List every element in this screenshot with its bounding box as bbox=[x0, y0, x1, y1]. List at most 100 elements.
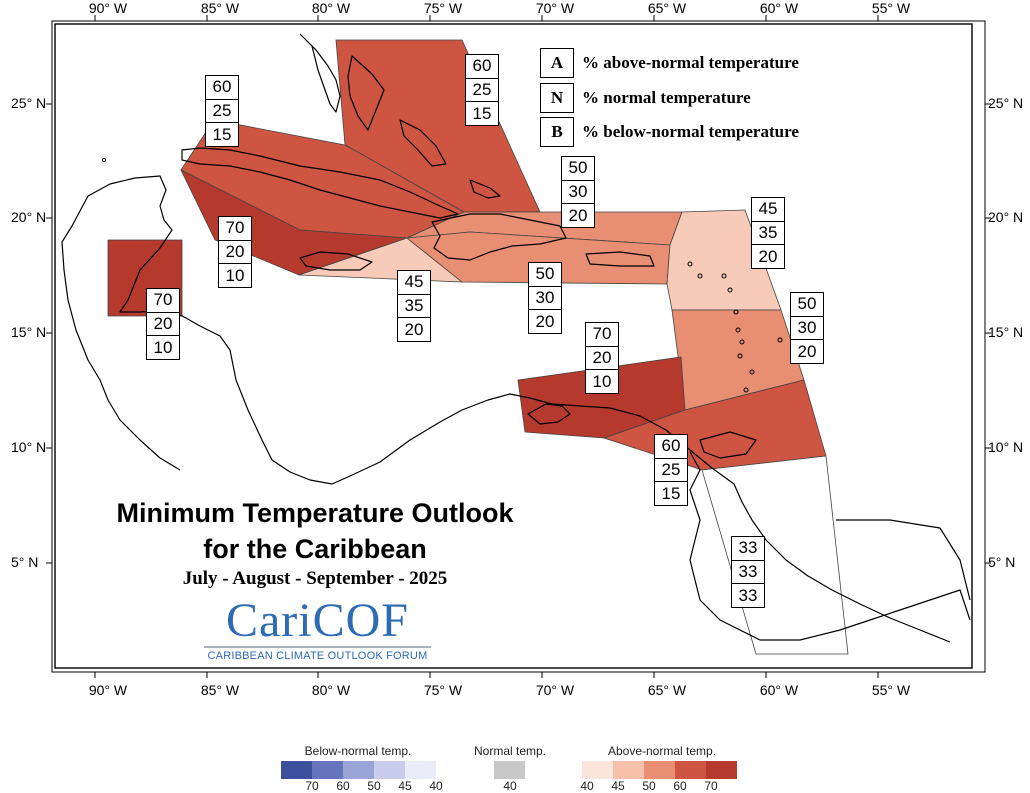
key-text: % above-normal temperature bbox=[582, 53, 799, 72]
lon-label-bottom: 60° W bbox=[759, 682, 799, 698]
prob-below: 15 bbox=[655, 481, 687, 505]
prob-box-jamaica: 45 35 20 bbox=[397, 270, 431, 342]
prob-box-leeward: 45 35 20 bbox=[751, 197, 785, 269]
logo-forum: CARIBBEAN CLIMATE OUTLOOK FORUM bbox=[207, 650, 428, 662]
prob-box-hispaniola-south: 50 30 20 bbox=[528, 262, 562, 334]
legend-above-45 bbox=[613, 761, 644, 779]
prob-below: 20 bbox=[529, 309, 561, 333]
prob-box-belize: 70 20 10 bbox=[146, 288, 180, 360]
prob-box-trinidad: 60 25 15 bbox=[654, 434, 688, 506]
prob-normal: 25 bbox=[466, 77, 498, 102]
legend-below-40 bbox=[405, 761, 436, 779]
legend-tick: 45 bbox=[611, 779, 625, 793]
prob-below: 20 bbox=[791, 339, 823, 363]
prob-box-guianas: 33 33 33 bbox=[731, 536, 765, 608]
map-title: Minimum Temperature Outlook bbox=[116, 498, 514, 528]
island-markers bbox=[102, 158, 783, 393]
prob-normal: 33 bbox=[732, 559, 764, 584]
lon-label-bottom: 80° W bbox=[311, 682, 351, 698]
prob-normal: 20 bbox=[219, 239, 251, 264]
prob-below: 10 bbox=[147, 335, 179, 359]
legend-tick: 50 bbox=[367, 779, 381, 793]
prob-below: 15 bbox=[466, 101, 498, 125]
prob-above: 70 bbox=[153, 290, 173, 310]
lat-label-right: 5° N bbox=[988, 554, 1016, 570]
logo-name: CariCOF bbox=[225, 594, 409, 647]
lon-label-bottom: 65° W bbox=[647, 682, 687, 698]
prob-below: 10 bbox=[219, 263, 251, 287]
lat-label-right: 15° N bbox=[988, 324, 1024, 340]
legend-below-45 bbox=[374, 761, 405, 779]
prob-normal: 20 bbox=[147, 311, 179, 336]
lat-label-left: 15° N bbox=[11, 324, 47, 340]
legend-above-40 bbox=[582, 761, 613, 779]
lat-label-right: 25° N bbox=[988, 95, 1024, 111]
prob-above: 50 bbox=[535, 264, 555, 284]
legend-tick: 70 bbox=[704, 779, 718, 793]
prob-above: 33 bbox=[738, 538, 758, 558]
prob-above: 60 bbox=[472, 56, 492, 76]
lon-label-top: 65° W bbox=[647, 0, 687, 16]
caricof-logo: CariCOF CARIBBEAN CLIMATE OUTLOOK FORUM bbox=[200, 596, 435, 662]
lon-label-top: 85° W bbox=[200, 0, 240, 16]
legend-normal-label: Normal temp. bbox=[473, 744, 547, 758]
coastlines bbox=[61, 33, 971, 643]
prob-box-windward: 50 30 20 bbox=[790, 292, 824, 364]
legend-tick: 40 bbox=[503, 779, 517, 793]
legend-tick: 50 bbox=[642, 779, 656, 793]
logo-divider bbox=[204, 646, 431, 648]
key-row-above: A % above-normal temperature bbox=[540, 48, 799, 78]
lon-label-top: 70° W bbox=[535, 0, 575, 16]
key-letter: A bbox=[540, 48, 574, 78]
prob-below: 10 bbox=[586, 369, 618, 393]
lon-label-bottom: 70° W bbox=[535, 682, 575, 698]
map-title-line2: for the Caribbean bbox=[203, 534, 427, 564]
lon-label-bottom: 90° W bbox=[88, 682, 128, 698]
lat-label-right: 10° N bbox=[988, 439, 1024, 455]
legend-normal-40 bbox=[494, 761, 525, 779]
prob-above: 45 bbox=[404, 272, 424, 292]
key-letter: B bbox=[540, 117, 574, 147]
lon-label-top: 60° W bbox=[759, 0, 799, 16]
prob-below: 20 bbox=[562, 203, 594, 227]
lon-label-bottom: 55° W bbox=[871, 682, 911, 698]
legend-tick: 40 bbox=[429, 779, 443, 793]
prob-above: 60 bbox=[661, 436, 681, 456]
legend-tick: 70 bbox=[305, 779, 319, 793]
prob-normal: 25 bbox=[655, 457, 687, 482]
lon-label-bottom: 85° W bbox=[200, 682, 240, 698]
prob-above: 70 bbox=[592, 324, 612, 344]
legend-above-50 bbox=[644, 761, 675, 779]
prob-normal: 25 bbox=[206, 98, 238, 123]
map-inner-frame bbox=[54, 23, 973, 669]
color-legend bbox=[281, 761, 737, 779]
legend-above-label: Above-normal temp. bbox=[607, 744, 717, 758]
legend-tick: 60 bbox=[336, 779, 350, 793]
prob-normal: 30 bbox=[562, 179, 594, 204]
prob-above: 70 bbox=[225, 218, 245, 238]
legend-above-70 bbox=[706, 761, 737, 779]
lat-label-left: 25° N bbox=[11, 95, 47, 111]
prob-above: 50 bbox=[797, 294, 817, 314]
prob-normal: 30 bbox=[529, 285, 561, 310]
prob-box-hispaniola-north: 50 30 20 bbox=[561, 156, 595, 228]
prob-normal: 35 bbox=[752, 220, 784, 245]
prob-box-abc: 70 20 10 bbox=[585, 322, 619, 394]
region-guianas bbox=[701, 455, 849, 655]
prob-below: 15 bbox=[206, 122, 238, 146]
lon-label-top: 55° W bbox=[871, 0, 911, 16]
prob-above: 60 bbox=[212, 77, 232, 97]
legend-below-70 bbox=[281, 761, 312, 779]
prob-box-cuba: 60 25 15 bbox=[205, 75, 239, 147]
legend-below-60 bbox=[312, 761, 343, 779]
key-row-below: B % below-normal temperature bbox=[540, 117, 799, 147]
season-label: July - August - September - 2025 bbox=[182, 568, 448, 589]
legend-below-label: Below-normal temp. bbox=[304, 744, 412, 758]
key-text: % below-normal temperature bbox=[582, 122, 799, 141]
legend-above-60 bbox=[675, 761, 706, 779]
lon-label-top: 80° W bbox=[311, 0, 351, 16]
prob-below: 33 bbox=[732, 583, 764, 607]
prob-box-bahamas: 60 25 15 bbox=[465, 54, 499, 126]
prob-above: 50 bbox=[568, 158, 588, 178]
lon-label-top: 90° W bbox=[88, 0, 128, 16]
